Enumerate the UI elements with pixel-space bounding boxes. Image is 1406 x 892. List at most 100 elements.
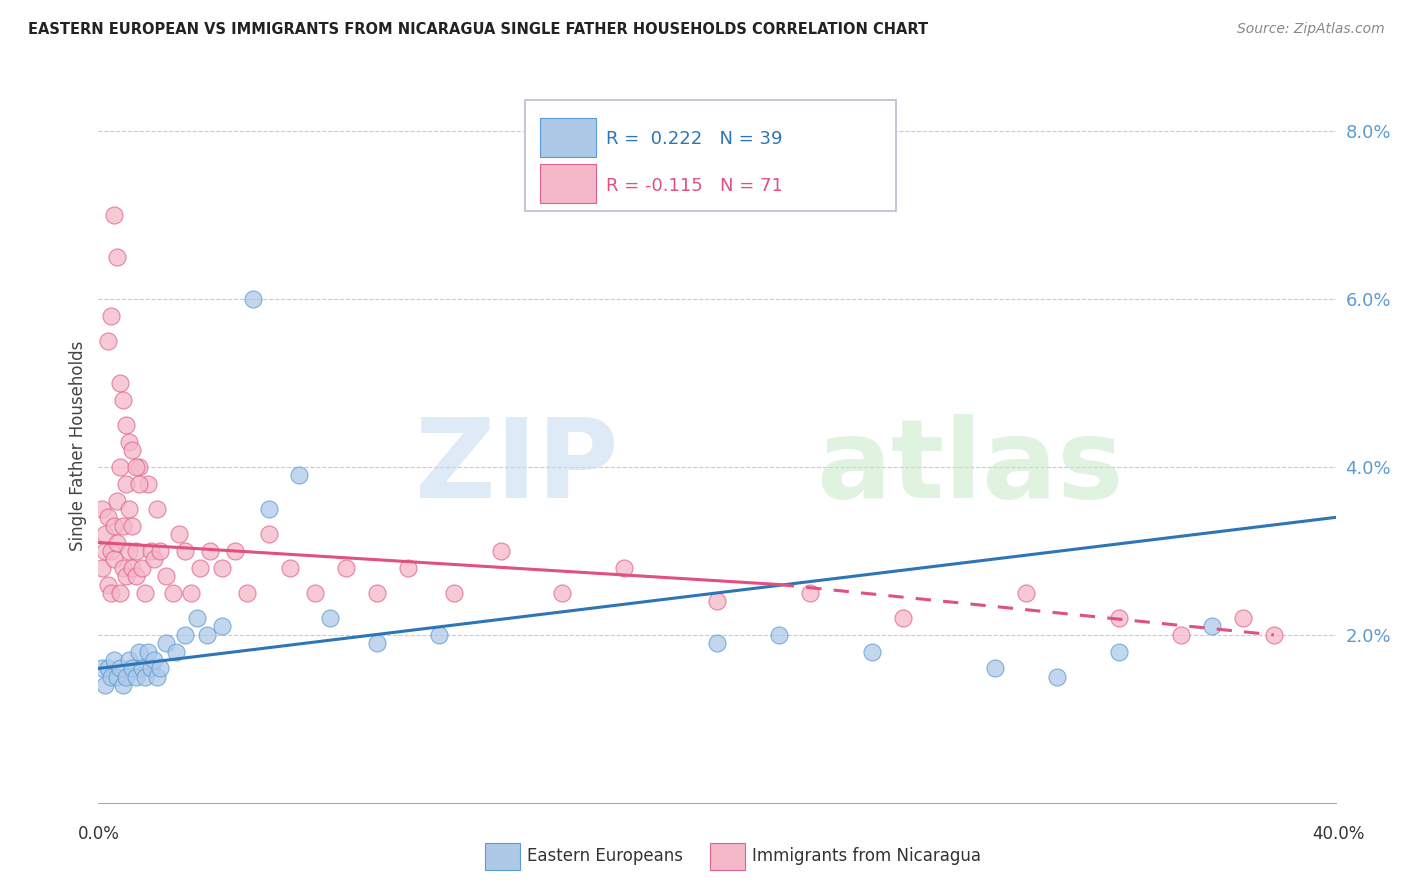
Point	[489, 544, 512, 558]
Point	[100, 544, 122, 558]
Point	[167, 527, 190, 541]
FancyBboxPatch shape	[540, 118, 596, 157]
Point	[155, 636, 177, 650]
Point	[105, 250, 128, 264]
Point	[103, 653, 125, 667]
Point	[90, 502, 112, 516]
Point	[1046, 670, 1069, 684]
FancyBboxPatch shape	[526, 100, 897, 211]
Point	[100, 670, 122, 684]
Point	[190, 560, 212, 574]
Point	[97, 577, 120, 591]
Point	[242, 292, 264, 306]
Point	[319, 611, 342, 625]
Point	[146, 502, 169, 516]
Point	[891, 611, 914, 625]
Point	[143, 653, 166, 667]
Point	[121, 661, 143, 675]
Point	[134, 670, 156, 684]
Point	[1108, 645, 1130, 659]
Point	[108, 460, 131, 475]
Point	[115, 476, 138, 491]
Point	[236, 586, 259, 600]
Point	[706, 636, 728, 650]
FancyBboxPatch shape	[540, 164, 596, 203]
Point	[304, 586, 326, 600]
Point	[105, 670, 128, 684]
Text: 40.0%: 40.0%	[1312, 825, 1365, 843]
Point	[174, 544, 197, 558]
Point	[128, 460, 150, 475]
Point	[165, 645, 187, 659]
Point	[366, 636, 388, 650]
Y-axis label: Single Father Households: Single Father Households	[69, 341, 87, 551]
Point	[211, 619, 233, 633]
Point	[103, 208, 125, 222]
Point	[121, 443, 143, 458]
Point	[121, 518, 143, 533]
Point	[288, 468, 311, 483]
Point	[112, 678, 135, 692]
Point	[115, 569, 138, 583]
Point	[112, 560, 135, 574]
Point	[174, 628, 197, 642]
Point	[121, 560, 143, 574]
Point	[108, 376, 131, 390]
Point	[1263, 628, 1285, 642]
Point	[1201, 619, 1223, 633]
Point	[366, 586, 388, 600]
Point	[146, 670, 169, 684]
Point	[115, 417, 138, 432]
Point	[706, 594, 728, 608]
Point	[124, 569, 146, 583]
Point	[124, 460, 146, 475]
Point	[396, 560, 419, 574]
Point	[768, 628, 790, 642]
Point	[93, 527, 115, 541]
Text: Immigrants from Nicaragua: Immigrants from Nicaragua	[752, 847, 981, 865]
Point	[112, 518, 135, 533]
Point	[335, 560, 357, 574]
Point	[149, 544, 172, 558]
Point	[139, 544, 162, 558]
Point	[115, 670, 138, 684]
Point	[1170, 628, 1192, 642]
Point	[1232, 611, 1254, 625]
Point	[131, 661, 153, 675]
Point	[860, 645, 883, 659]
Point	[128, 476, 150, 491]
Point	[551, 586, 574, 600]
Point	[149, 661, 172, 675]
Text: 0.0%: 0.0%	[77, 825, 120, 843]
Point	[427, 628, 450, 642]
Point	[103, 518, 125, 533]
Point	[93, 678, 115, 692]
Point	[799, 586, 821, 600]
Text: Source: ZipAtlas.com: Source: ZipAtlas.com	[1237, 22, 1385, 37]
Text: R =  0.222   N = 39: R = 0.222 N = 39	[606, 130, 782, 148]
Point	[108, 661, 131, 675]
Text: atlas: atlas	[815, 414, 1123, 521]
Point	[134, 586, 156, 600]
Point	[143, 552, 166, 566]
Point	[1015, 586, 1038, 600]
Point	[984, 661, 1007, 675]
Point	[97, 510, 120, 524]
Point	[90, 560, 112, 574]
Point	[139, 661, 162, 675]
Text: R = -0.115   N = 71: R = -0.115 N = 71	[606, 177, 783, 194]
Point	[118, 544, 141, 558]
Point	[124, 544, 146, 558]
Point	[257, 527, 280, 541]
Point	[186, 611, 208, 625]
Point	[198, 544, 221, 558]
Text: ZIP: ZIP	[415, 414, 619, 521]
Point	[105, 535, 128, 549]
Point	[224, 544, 246, 558]
Point	[180, 586, 202, 600]
Point	[93, 544, 115, 558]
Point	[100, 586, 122, 600]
Point	[128, 645, 150, 659]
Point	[136, 476, 159, 491]
Point	[105, 493, 128, 508]
